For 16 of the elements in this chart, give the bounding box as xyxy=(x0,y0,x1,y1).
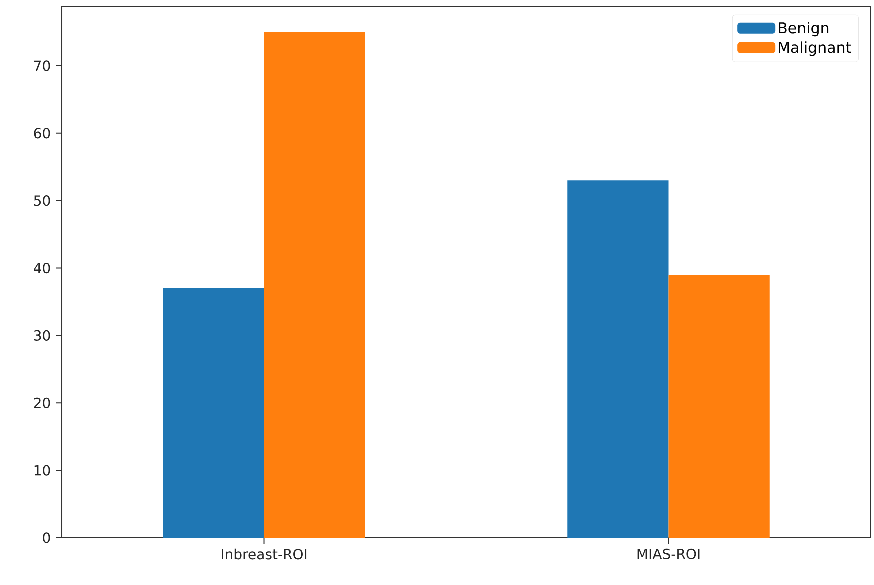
y-tick-label: 50 xyxy=(34,196,50,206)
y-tick-label: 10 xyxy=(34,465,50,476)
y-tick-label: 70 xyxy=(34,60,50,72)
y-tick-label: 60 xyxy=(34,128,50,139)
x-tick-label: MIAS-ROI xyxy=(638,548,700,560)
y-tick-label: 20 xyxy=(34,398,50,408)
y-tick-label: 0 xyxy=(43,532,50,544)
bar xyxy=(668,275,770,538)
legend-label: Benign xyxy=(779,22,829,37)
legend-label: Malignant xyxy=(779,42,852,56)
bar xyxy=(568,180,669,538)
y-tick-label: 30 xyxy=(34,330,50,341)
bar xyxy=(163,288,264,538)
y-tick-label: 40 xyxy=(34,262,50,274)
bar xyxy=(264,32,366,538)
x-tick-label: Inbreast-ROI xyxy=(222,548,307,560)
